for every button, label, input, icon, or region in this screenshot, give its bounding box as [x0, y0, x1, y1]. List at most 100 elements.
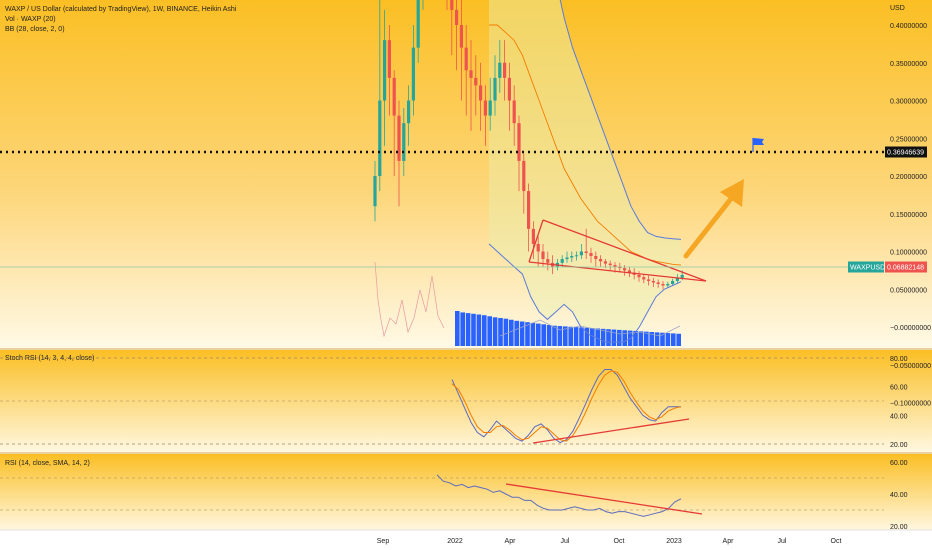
price-scale-label: 0.30000000 — [890, 99, 927, 106]
volume-bar — [617, 329, 622, 346]
stoch-scale-label: 60.00 — [890, 385, 908, 392]
candle-body — [599, 259, 603, 262]
candle-body — [503, 62, 507, 78]
wedge-lower-line[interactable] — [528, 261, 707, 282]
volume-bar — [460, 312, 465, 346]
volume-indicator-label[interactable]: Vol · WAXP (20) — [5, 16, 56, 23]
rsi-scale[interactable]: 60.00 40.00 20.00 — [890, 460, 908, 531]
chart-title[interactable]: WAXP / US Dollar (calculated by TradingV… — [5, 6, 237, 13]
candle-body — [527, 191, 531, 229]
volume-bar — [530, 322, 536, 346]
time-axis-label: Oct — [614, 538, 625, 545]
rsi-line — [436, 474, 682, 517]
volume-bar — [498, 318, 503, 346]
candle-body — [656, 282, 660, 284]
candle-body — [397, 115, 401, 161]
candle-body — [570, 256, 574, 258]
volume-bar — [622, 330, 627, 346]
candle-body — [378, 100, 382, 176]
svg-text:WAXPUSD: WAXPUSD — [850, 265, 885, 272]
current-price-marker: 0.06882148 — [885, 261, 927, 273]
bollinger-indicator-label[interactable]: BB (28, close, 2, 0) — [5, 26, 65, 33]
candle-body — [560, 259, 564, 263]
rsi-scale-label: 20.00 — [890, 524, 908, 531]
candle-body — [416, 0, 420, 48]
flag-icon[interactable] — [752, 138, 764, 152]
volume-bar — [590, 328, 595, 346]
candle-body — [575, 255, 579, 257]
volume-bar — [536, 323, 541, 346]
volume-bar — [606, 329, 611, 346]
wedge-drawing[interactable] — [528, 219, 707, 282]
candles — [373, 0, 684, 290]
price-scale-label: −0.10000000 — [890, 401, 931, 408]
price-scale-label: 0.40000000 — [890, 23, 927, 30]
arrow-head[interactable] — [720, 179, 744, 207]
volume-bar — [509, 319, 514, 346]
time-axis-label: Sep — [377, 538, 390, 545]
volume-ma-line — [499, 319, 681, 337]
volume-bar — [465, 313, 471, 346]
candle-body — [479, 85, 483, 101]
stoch-scale-label: 20.00 — [890, 442, 908, 449]
candle-body — [666, 283, 670, 286]
volume-bar — [471, 313, 476, 346]
time-axis-background — [0, 530, 932, 550]
stoch-trendline[interactable] — [532, 418, 690, 444]
volume-bar — [600, 328, 606, 346]
candle-body — [603, 261, 607, 264]
candle-body — [589, 253, 593, 257]
wedge-left-line[interactable] — [528, 219, 544, 263]
volume-bar — [552, 325, 557, 346]
stoch-scale[interactable]: 80.00 60.00 40.00 20.00 — [890, 356, 908, 449]
stoch-indicator-label[interactable]: Stoch RSI (14, 3, 4, 4, close) — [5, 355, 95, 362]
wedge-upper-line[interactable] — [542, 219, 707, 282]
volume-bar — [665, 333, 671, 346]
candle-body — [507, 77, 511, 101]
volume-bar — [519, 321, 525, 346]
rsi-trendline[interactable] — [505, 483, 703, 515]
time-axis-label: 2023 — [666, 538, 682, 545]
volume-bar — [503, 318, 509, 346]
candle-body — [383, 40, 387, 101]
price-scale-label: 0.10000000 — [890, 250, 927, 257]
candle-body — [402, 123, 406, 161]
candle-body — [565, 257, 569, 260]
time-axis-label: Jul — [778, 538, 787, 545]
bollinger-band-fill — [489, 0, 681, 343]
candle-body — [531, 228, 535, 244]
svg-text:0.06882148: 0.06882148 — [887, 265, 924, 272]
volume-bar — [563, 326, 568, 346]
volume-bar — [476, 314, 482, 346]
price-scale-label: −0.00000000 — [890, 325, 931, 332]
price-scale-label: −0.05000000 — [890, 363, 931, 370]
candle-body — [627, 270, 631, 273]
candle-body — [392, 77, 396, 116]
candle-body — [522, 160, 526, 192]
candle-body — [546, 259, 550, 263]
volume-bar — [660, 332, 665, 346]
candle-body — [661, 283, 665, 286]
candle-body — [536, 243, 540, 252]
time-axis-label: Jul — [561, 538, 570, 545]
volume-bar — [525, 322, 530, 346]
time-axis[interactable]: Sep 2022 Apr Jul Oct 2023 Apr Jul Oct — [377, 538, 842, 545]
volume-bar — [676, 333, 681, 346]
volume-bar — [654, 332, 660, 346]
volume-bar — [541, 324, 546, 346]
stoch-k-line — [451, 369, 681, 444]
volume-bar — [595, 328, 600, 346]
candle-body — [512, 100, 516, 124]
price-scale[interactable]: 0.700000000.650000000.600000000.55000000… — [890, 0, 931, 408]
arrow-shaft[interactable] — [683, 197, 733, 259]
rsi-indicator-label[interactable]: RSI (14, close, SMA, 14, 2) — [5, 460, 90, 467]
volume-bar — [557, 326, 563, 346]
candle-body — [411, 47, 415, 101]
volume-bar — [514, 320, 519, 346]
price-scale-label: 0.35000000 — [890, 61, 927, 68]
rsi-pane-background — [0, 454, 932, 530]
bullish-arrow-drawing[interactable] — [683, 179, 744, 259]
candle-body — [517, 123, 521, 161]
volume-bar — [482, 315, 487, 346]
